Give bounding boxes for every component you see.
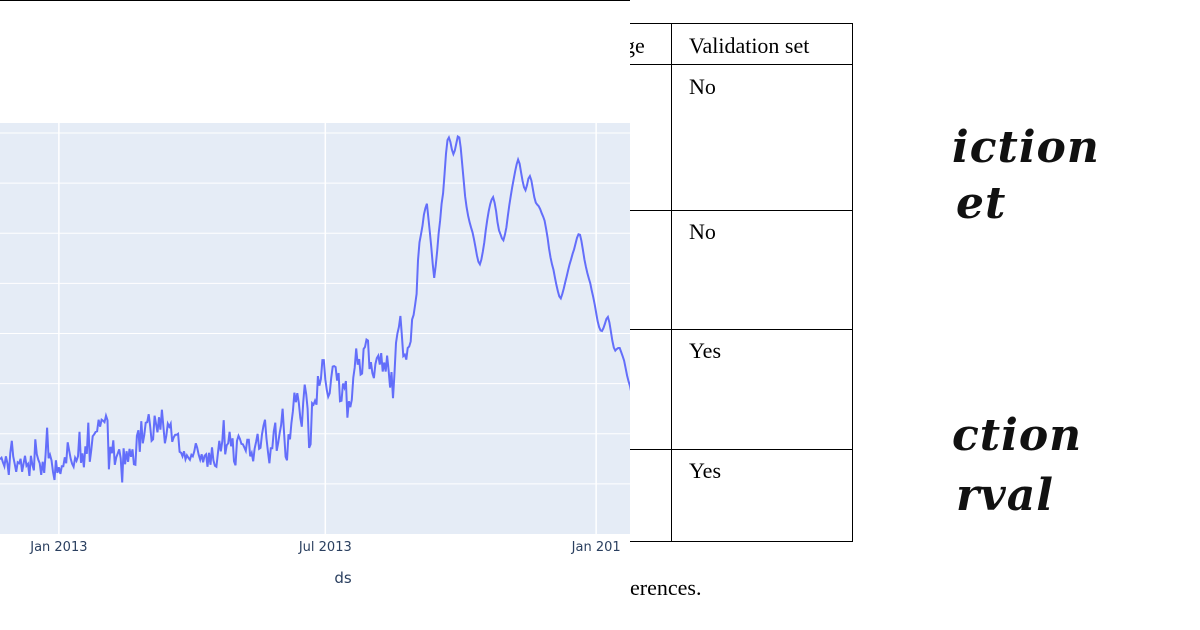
series-line bbox=[0, 134, 630, 483]
chart-panel: Jan 2013 Jul 2013 Jan 201 ds bbox=[0, 0, 630, 587]
x-tick-label: Jan 201 bbox=[571, 540, 621, 555]
table-header-validation-set: Validation set bbox=[689, 33, 810, 58]
table-row-divider bbox=[431, 329, 852, 330]
caption-partial: erences. bbox=[630, 575, 702, 600]
table-cell-validation: No bbox=[689, 74, 716, 99]
handwritten-text: ction bbox=[952, 410, 1083, 461]
table-cell-validation: No bbox=[689, 219, 716, 244]
handwritten-text: rval bbox=[956, 470, 1054, 521]
x-axis-ticks: Jan 2013 Jul 2013 Jan 201 bbox=[29, 540, 620, 555]
table-row-divider bbox=[431, 210, 852, 211]
table-row-divider bbox=[431, 449, 852, 450]
line-chart: Jan 2013 Jul 2013 Jan 201 ds bbox=[0, 123, 630, 587]
table-cell-validation: Yes bbox=[689, 458, 722, 483]
gridlines bbox=[0, 123, 630, 534]
table-cell-validation: Yes bbox=[689, 338, 722, 363]
table-column-divider bbox=[671, 24, 672, 541]
x-tick-label: Jul 2013 bbox=[298, 540, 352, 555]
handwritten-text: iction bbox=[952, 122, 1100, 173]
plot-area bbox=[0, 123, 630, 534]
x-tick-label: Jan 2013 bbox=[29, 540, 87, 555]
table-row-divider bbox=[431, 64, 852, 65]
x-axis-title: ds bbox=[334, 569, 352, 587]
handwritten-text: et bbox=[956, 178, 1007, 229]
